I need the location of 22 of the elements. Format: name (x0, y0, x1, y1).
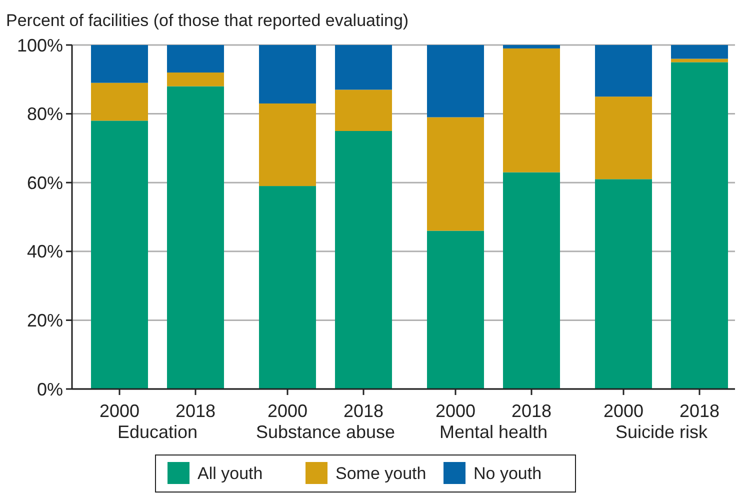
y-tick-label: 100% (16, 35, 63, 56)
y-tick-label: 0% (36, 379, 63, 400)
x-tick-label: 2000 (99, 401, 140, 421)
y-tick-label: 20% (26, 310, 63, 330)
legend-label: Some youth (336, 464, 426, 483)
x-tick-label: 2000 (435, 401, 476, 421)
x-tick-label: 2018 (679, 401, 720, 421)
text: Education (117, 422, 198, 442)
x-tick-label: 2018 (175, 401, 216, 421)
y-tick-label: 60% (26, 172, 63, 193)
x-tick-label: 2018 (343, 401, 384, 421)
x-tick-label: 2000 (603, 401, 644, 421)
text: Mental health (439, 422, 548, 442)
legend-label: All youth (198, 464, 263, 483)
y-tick-label: 80% (26, 104, 63, 124)
x-tick-label: 2018 (511, 401, 552, 421)
y-axis-title: Percent of facilities (of those that reported evaluating) (6, 11, 409, 30)
y-tick-label: 40% (26, 242, 63, 262)
text: Substance abuse (256, 422, 396, 442)
x-tick-label: 2000 (267, 401, 308, 421)
legend-label: No youth (474, 464, 542, 483)
text: Suicide risk (615, 422, 709, 442)
